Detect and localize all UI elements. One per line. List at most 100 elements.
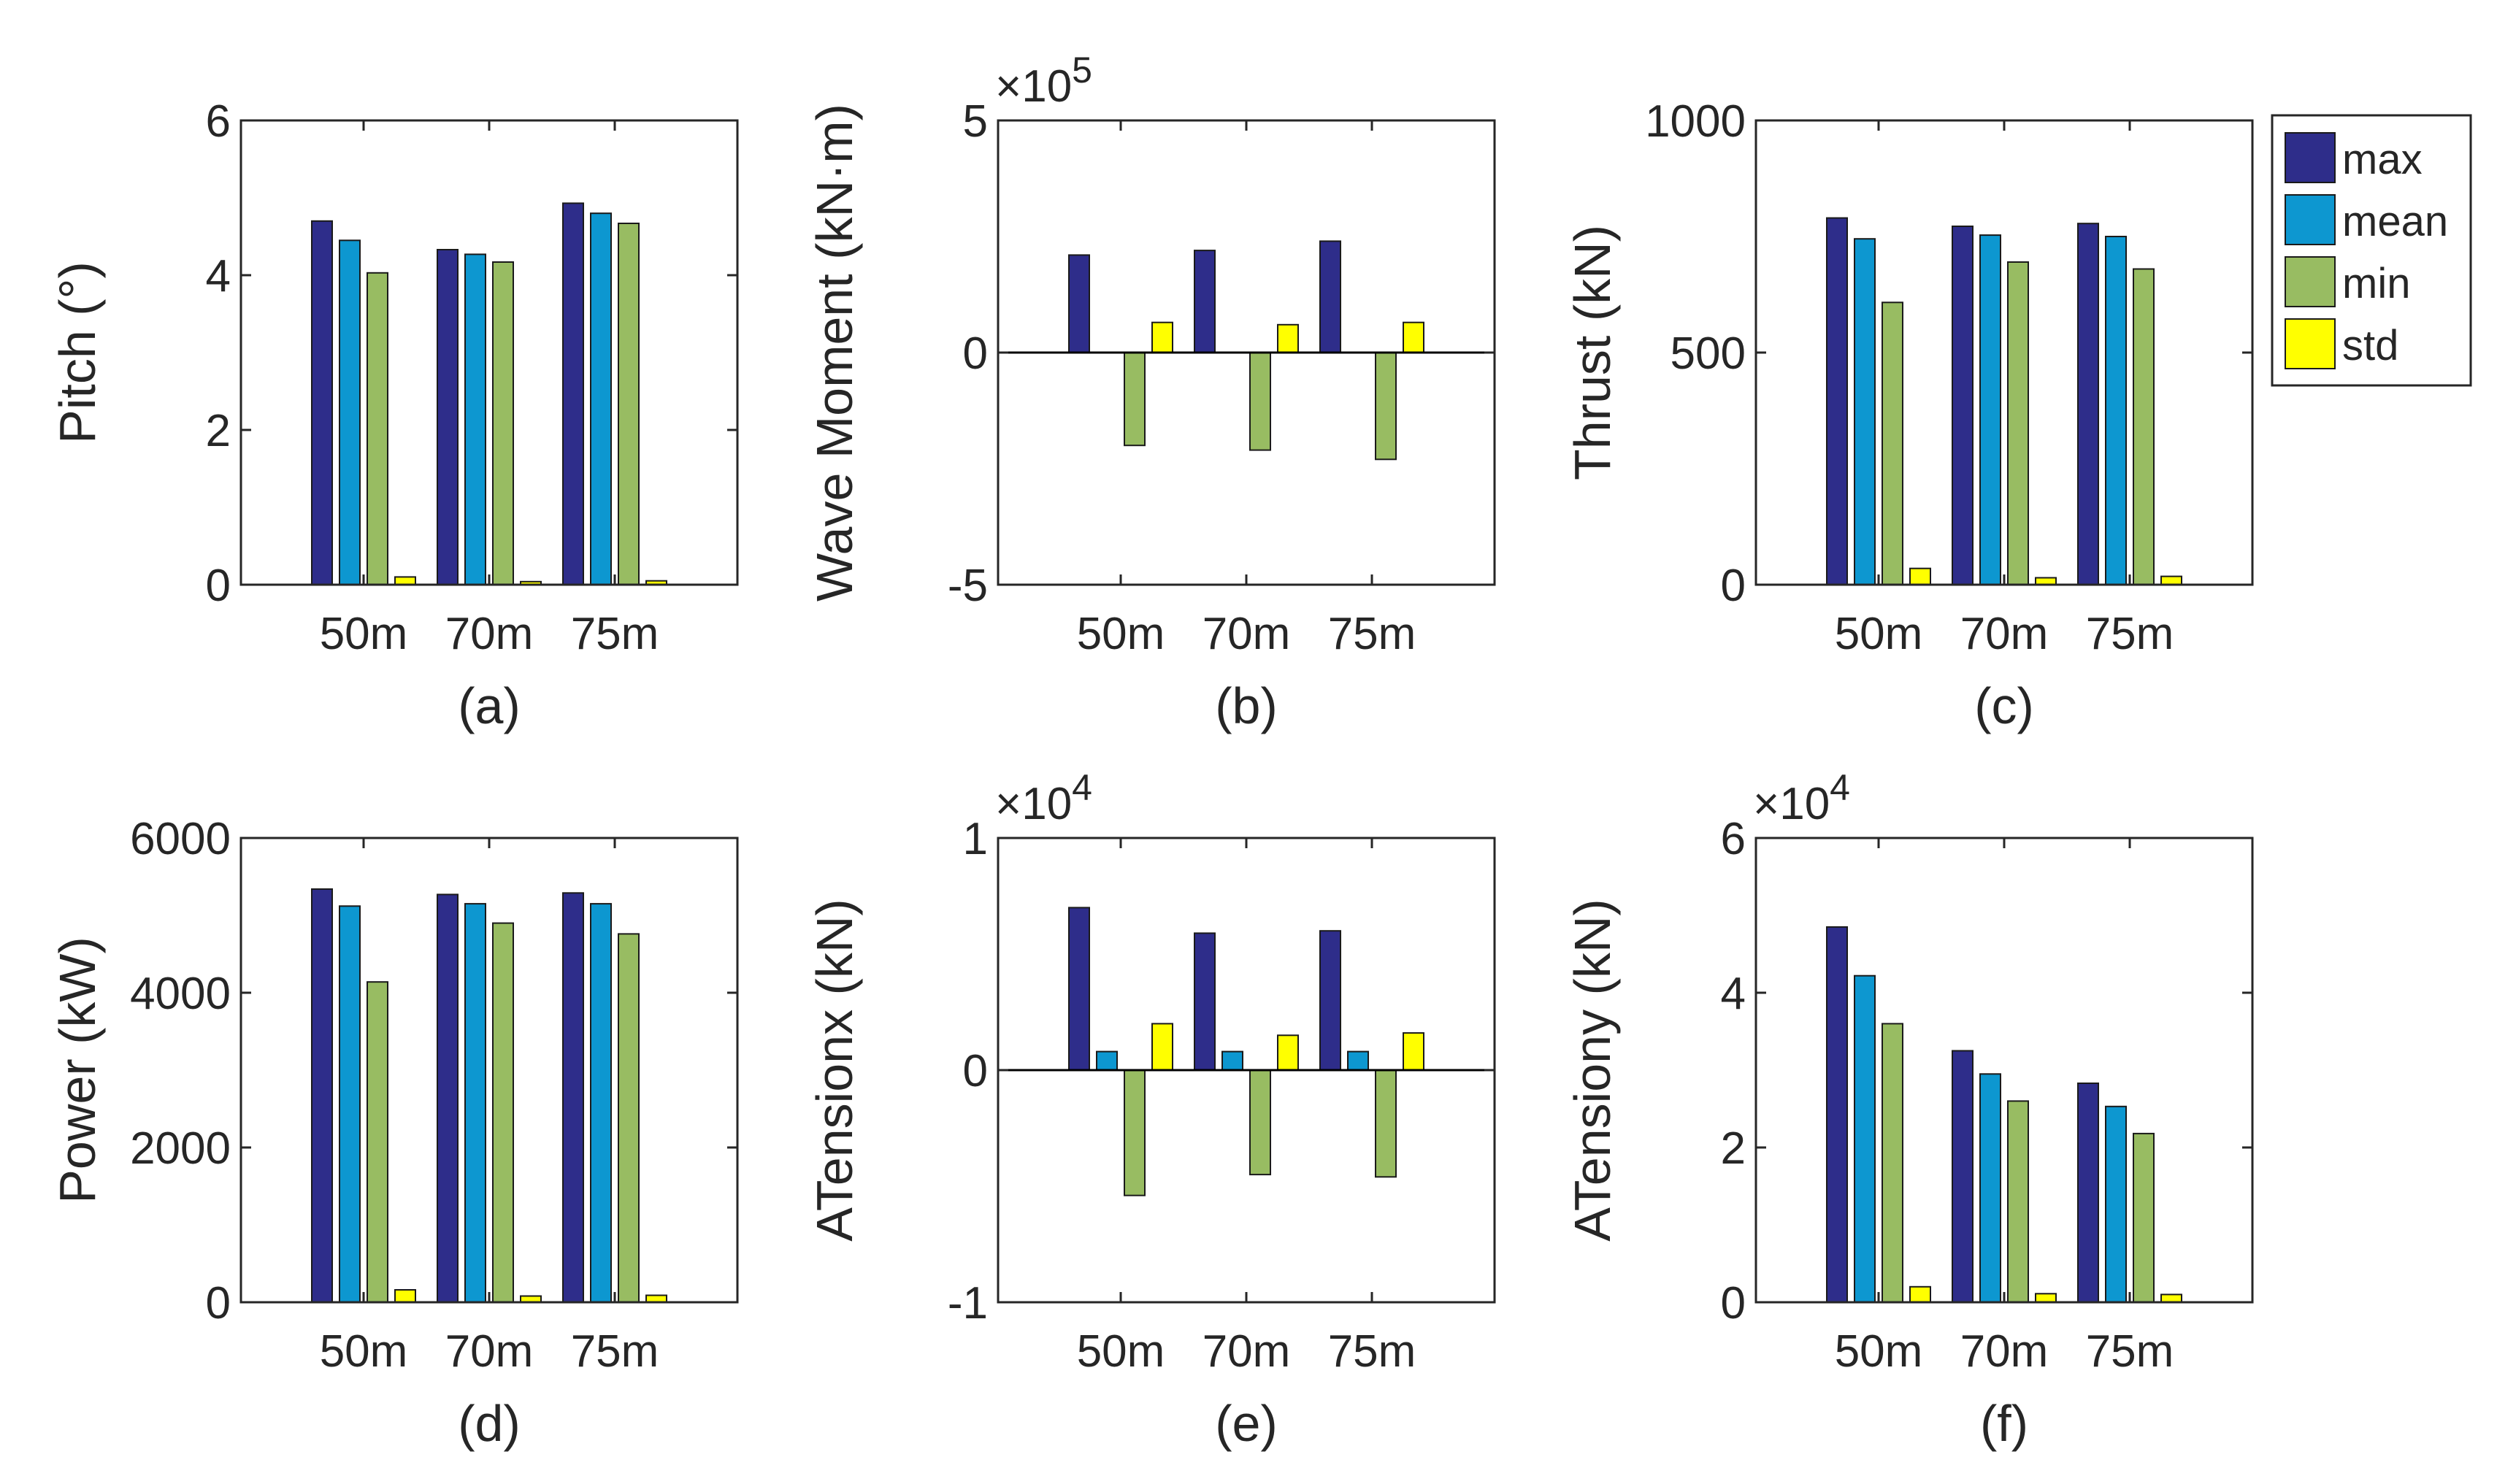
ytick-label-e: -1	[948, 1278, 988, 1329]
xtick-label-b: 70m	[1203, 609, 1291, 659]
xtick-label-d: 70m	[445, 1326, 534, 1377]
bar-f-mean-50m	[1854, 974, 1876, 1303]
ytick-label-f: 0	[1721, 1278, 1746, 1329]
panel-d: 0 2000 4000 6000 50m 70m 75m Power (kW) (d)	[49, 814, 739, 1452]
xtick-label-f: 75m	[2086, 1326, 2174, 1377]
bar-e-std-50m	[1151, 1023, 1173, 1072]
xtick-label-d: 75m	[571, 1326, 659, 1377]
exponent-label-b: ×105	[995, 50, 1092, 112]
xtick-label-e: 50m	[1077, 1326, 1165, 1377]
legend-label-max: max	[2342, 136, 2423, 183]
xtick-label-b: 50m	[1077, 609, 1165, 659]
exponent-label-e: ×104	[995, 767, 1092, 829]
bar-e-std-70m	[1277, 1034, 1299, 1072]
exponent-label-f: ×104	[1753, 767, 1850, 829]
xtick-label-c: 50m	[1835, 609, 1923, 659]
y-axis-label-c: Thrust (kN)	[1564, 225, 1621, 480]
ytick-label-f: 4	[1721, 969, 1746, 1019]
y-axis-label-d: Power (kW)	[49, 937, 106, 1204]
bar-b-min-70m	[1249, 352, 1271, 451]
ytick-label-d: 2000	[130, 1123, 231, 1174]
bar-f-min-50m	[1882, 1023, 1903, 1304]
bar-e-max-75m	[1319, 930, 1341, 1071]
ytick-label-d: 4000	[130, 969, 231, 1019]
ytick-label-f: 2	[1721, 1123, 1746, 1174]
ytick-label-c: 500	[1671, 328, 1746, 379]
panel-b: -5 0 5 50m 70m 75m Wave Moment (kN·m) (b) ×105	[806, 50, 1496, 734]
bar-b-min-75m	[1375, 352, 1397, 461]
y-axis-label-f: ATensiony (kN)	[1564, 899, 1621, 1241]
ytick-label-f: 6	[1721, 814, 1746, 864]
panel-caption-f: (f)	[1980, 1395, 2028, 1452]
xtick-label-e: 70m	[1203, 1326, 1291, 1377]
ytick-label-b: 5	[963, 96, 988, 147]
bar-e-min-70m	[1249, 1069, 1271, 1176]
bar-c-mean-75m	[2105, 236, 2127, 585]
bar-c-max-75m	[2077, 223, 2099, 585]
bar-f-min-70m	[2007, 1100, 2029, 1304]
xtick-label-b: 75m	[1328, 609, 1416, 659]
bar-f-min-75m	[2133, 1132, 2155, 1304]
bar-f-max-70m	[1952, 1050, 1974, 1303]
bar-e-mean-75m	[1347, 1050, 1369, 1071]
bar-d-max-70m	[437, 893, 459, 1303]
xtick-label-d: 50m	[320, 1326, 408, 1377]
bar-a-min-50m	[367, 272, 388, 585]
y-axis-label-b: Wave Moment (kN·m)	[806, 104, 863, 601]
bar-f-std-70m	[2035, 1293, 2057, 1304]
xtick-label-e: 75m	[1328, 1326, 1416, 1377]
bar-e-max-50m	[1068, 907, 1090, 1072]
ytick-label-d: 0	[206, 1278, 231, 1329]
bar-b-max-75m	[1319, 240, 1341, 353]
bar-d-mean-75m	[590, 903, 612, 1303]
ytick-label-a: 0	[206, 561, 231, 611]
bar-f-std-75m	[2160, 1293, 2182, 1304]
bar-f-mean-70m	[1979, 1073, 2001, 1304]
bar-d-mean-70m	[464, 903, 486, 1303]
bar-e-mean-50m	[1096, 1050, 1118, 1071]
bar-c-min-75m	[2133, 268, 2155, 585]
ytick-label-e: 1	[963, 814, 988, 864]
xtick-label-c: 70m	[1960, 609, 2049, 659]
xtick-label-a: 70m	[445, 609, 534, 659]
bar-b-min-50m	[1124, 352, 1146, 447]
panel-caption-e: (e)	[1215, 1395, 1278, 1452]
bar-f-mean-75m	[2105, 1105, 2127, 1304]
legend-swatch-mean	[2285, 194, 2336, 245]
xtick-label-f: 50m	[1835, 1326, 1923, 1377]
panel-caption-d: (d)	[458, 1395, 521, 1452]
bar-a-min-70m	[492, 261, 514, 585]
bar-e-mean-70m	[1221, 1050, 1243, 1071]
ytick-label-b: 0	[963, 328, 988, 379]
bar-d-max-50m	[311, 888, 333, 1303]
bar-c-min-50m	[1882, 301, 1903, 585]
bar-d-min-75m	[618, 933, 640, 1304]
legend-swatch-min	[2285, 256, 2336, 307]
panel-caption-a: (a)	[458, 677, 521, 734]
legend-swatch-std	[2285, 318, 2336, 369]
y-axis-label-e: ATensionx (kN)	[806, 899, 863, 1241]
y-axis-label-a: Pitch (°)	[49, 261, 106, 444]
ytick-label-e: 0	[963, 1046, 988, 1096]
bar-a-mean-75m	[590, 212, 612, 585]
chart-panels: 0 2 4 6 50m 70m 75m Pitch (°) (a) -5 0 5 50m 70m 75m Wa…	[49, 50, 2254, 1452]
bar-b-max-70m	[1194, 250, 1216, 353]
panel-e: -1 0 1 50m 70m 75m ATensionx (kN) (e) ×104	[806, 767, 1496, 1452]
panel-c: 0 500 1000 50m 70m 75m Thrust (kN) (c)	[1564, 96, 2254, 734]
bar-a-mean-50m	[339, 239, 361, 585]
bar-a-std-50m	[394, 576, 416, 586]
panel-f: 0 2 4 6 50m 70m 75m ATensiony (kN) (f) ×104	[1564, 767, 2254, 1452]
bar-c-std-75m	[2160, 575, 2182, 585]
bar-b-max-50m	[1068, 254, 1090, 353]
bar-a-max-50m	[311, 220, 333, 585]
bar-e-min-75m	[1375, 1069, 1397, 1178]
bar-a-mean-70m	[464, 253, 486, 585]
bar-d-max-75m	[562, 892, 584, 1304]
legend-label-min: min	[2342, 260, 2410, 307]
bar-f-std-50m	[1909, 1285, 1931, 1304]
bar-c-mean-70m	[1979, 234, 2001, 585]
bar-e-max-70m	[1194, 932, 1216, 1072]
xtick-label-a: 50m	[320, 609, 408, 659]
bar-d-mean-50m	[339, 905, 361, 1304]
